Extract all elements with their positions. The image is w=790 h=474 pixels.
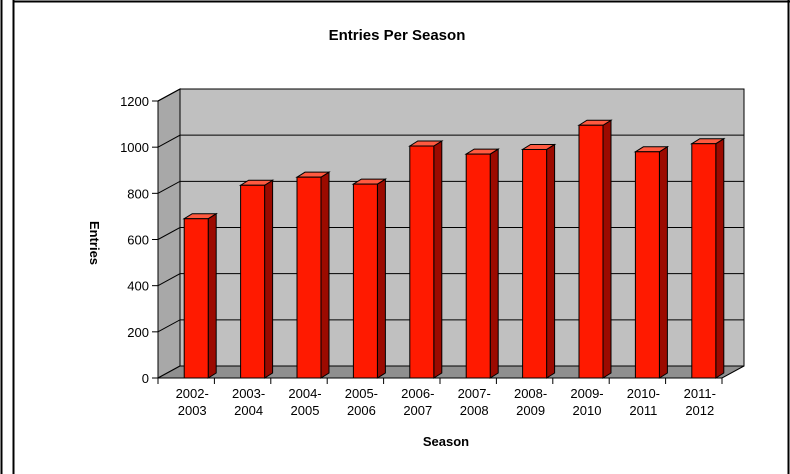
- x-tick-label: 2010-: [627, 386, 660, 401]
- x-tick-label: 2009-: [570, 386, 603, 401]
- gridline: [157, 180, 744, 194]
- bar-side: [658, 145, 668, 379]
- x-tick-label: 2012: [685, 403, 714, 418]
- bar: [183, 218, 209, 379]
- bar: [691, 143, 717, 379]
- x-tick-label: 2007-: [458, 386, 491, 401]
- bar-side: [489, 148, 499, 379]
- x-tick-label: 2004: [234, 403, 263, 418]
- bar: [634, 151, 660, 379]
- bar-side: [715, 137, 725, 379]
- x-tick-label: 2007: [403, 403, 432, 418]
- y-tick-label: 400: [127, 279, 149, 294]
- x-tick-label: 2006-: [401, 386, 434, 401]
- gridline: [157, 134, 744, 148]
- bar: [296, 176, 322, 379]
- bar-side: [602, 119, 612, 379]
- y-tick-label: 1000: [120, 140, 149, 155]
- bar-side: [207, 212, 217, 379]
- y-tick-label: 600: [127, 233, 149, 248]
- bar-side: [376, 178, 386, 379]
- gridline: [157, 227, 744, 240]
- x-tick-label: 2003-: [232, 386, 265, 401]
- plot-area: 0 200 400 600 800 1000 1200 2002- 2003 2003- 2004 2…: [120, 88, 745, 418]
- x-tick-label: 2006: [347, 403, 376, 418]
- x-tick-label: 2004-: [288, 386, 321, 401]
- bar: [465, 153, 491, 379]
- bar: [352, 183, 378, 379]
- y-tick-label: 800: [127, 186, 149, 201]
- gridline: [157, 88, 744, 102]
- x-tick-label: 2002-: [176, 386, 209, 401]
- x-tick-label: 2009: [516, 403, 545, 418]
- x-tick-label: 2011: [629, 403, 657, 418]
- chart-title: Entries Per Season: [329, 27, 466, 44]
- y-tick-label: 1200: [120, 94, 149, 109]
- bar-side: [264, 179, 274, 379]
- bar-side: [320, 171, 330, 379]
- bar: [409, 145, 435, 379]
- bar-side: [433, 140, 443, 379]
- gridline: [157, 273, 744, 287]
- bar: [522, 148, 548, 379]
- x-tick-label: 2003: [178, 403, 207, 418]
- x-tick-label: 2011-: [684, 386, 716, 401]
- x-tick-label: 2005-: [345, 386, 378, 401]
- bar: [240, 184, 266, 379]
- x-axis-label: Season: [423, 434, 469, 449]
- bar-side: [546, 143, 556, 379]
- x-tick-label: 2008: [460, 403, 489, 418]
- gridline: [157, 319, 744, 333]
- y-tick-label: 0: [142, 371, 149, 386]
- x-tick-label: 2005: [291, 403, 320, 418]
- x-tick-label: 2010: [573, 403, 602, 418]
- y-axis-label: Entries: [87, 221, 102, 265]
- x-tick-label: 2008-: [514, 386, 547, 401]
- bar: [578, 124, 604, 379]
- y-tick-label: 200: [127, 325, 149, 340]
